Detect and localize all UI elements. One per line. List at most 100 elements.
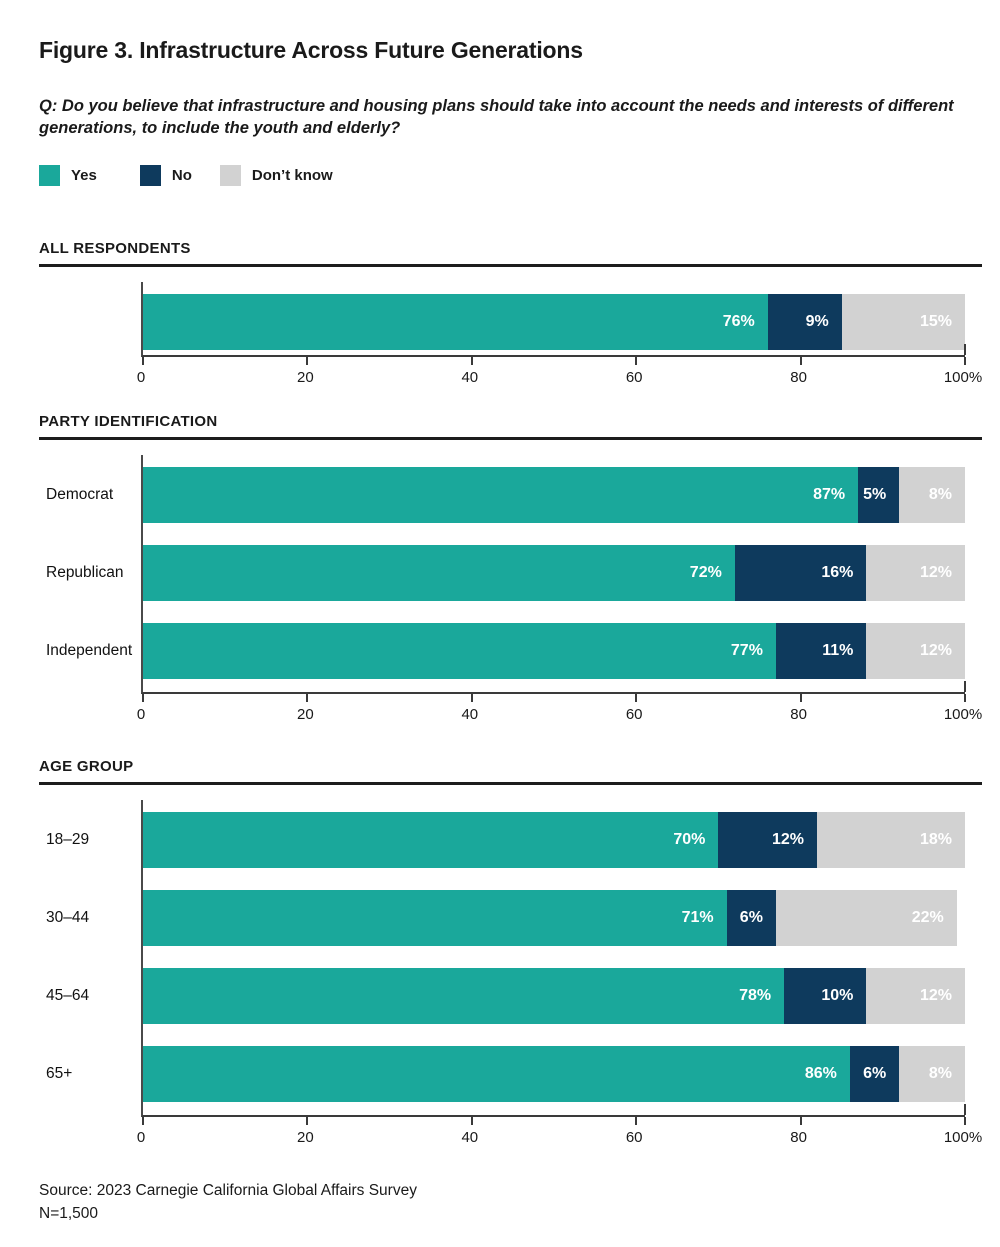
- section-header: ALL RESPONDENTS: [39, 240, 191, 257]
- bar-value-label: 12%: [771, 831, 805, 848]
- bar-row: 45–64 78% 10% 12%: [46, 968, 965, 1024]
- category-label: 30–44: [46, 909, 90, 926]
- bar-segment-yes: 77%: [143, 623, 776, 679]
- axis-tick-label: 80: [790, 706, 807, 723]
- axis-tick-label: 100%: [943, 1129, 983, 1146]
- section-rule: [39, 782, 982, 785]
- legend-item: Yes: [39, 165, 97, 186]
- axis-tick: [799, 694, 802, 702]
- bar-segment-no: 12%: [718, 812, 818, 868]
- legend-item: No: [139, 165, 192, 186]
- section-header: AGE GROUP: [39, 758, 134, 775]
- bar-segment-no: 5%: [858, 467, 900, 523]
- axis-tick: [142, 357, 144, 365]
- bar-value-label: 22%: [911, 909, 944, 926]
- bar-segment-dont-know: 12%: [866, 623, 965, 679]
- bar-segment-dont-know: 8%: [899, 467, 965, 523]
- x-axis-labels: 0 20 40 60 80 100%: [137, 706, 982, 726]
- survey-question-line-1: Q: Do you believe that infrastructure an…: [39, 97, 954, 115]
- bar-value-label: 12%: [919, 642, 952, 659]
- bar-row: Independent 77% 11% 12%: [46, 623, 965, 679]
- axis-tick: [964, 1117, 966, 1125]
- axis-end-tick: [964, 344, 966, 355]
- axis-tick-label: 40: [461, 1129, 479, 1146]
- axis-tick: [635, 357, 638, 365]
- section-rule: [39, 264, 982, 267]
- bar-segment-no: 10%: [784, 968, 867, 1024]
- bar-value-label: 70%: [673, 831, 706, 848]
- category-label: Democrat: [46, 486, 114, 503]
- bar-row: 65+ 86% 6% 8%: [46, 1046, 965, 1102]
- plot-area: 76% 9% 15%: [141, 282, 966, 365]
- category-label: Independent: [46, 642, 133, 659]
- bar-segment-yes: 72%: [143, 545, 735, 601]
- axis-tick-label: 0: [136, 369, 146, 386]
- legend-label: No: [171, 167, 192, 184]
- bar-segment-yes: 78%: [143, 968, 785, 1024]
- bar-value-label: 16%: [821, 564, 854, 581]
- chart-all-respondents: 76% 9% 15% 0 20 40 60 80 100%: [39, 282, 982, 389]
- plot-area: Democrat 87% 5% 8% Republican 72% 16% 12% Indepe…: [46, 455, 966, 702]
- axis-tick: [799, 357, 802, 365]
- axis-tick-label: 20: [297, 1129, 314, 1146]
- axis-tick-label: 60: [625, 706, 643, 723]
- bar-segment-no: 6%: [726, 890, 776, 946]
- axis-tick-label: 40: [461, 706, 479, 723]
- bar-value-label: 6%: [863, 1065, 887, 1082]
- axis-tick: [306, 694, 309, 702]
- bar-value-label: 12%: [919, 564, 952, 581]
- bar-value-label: 5%: [863, 486, 887, 503]
- axis-tick-label: 60: [625, 1129, 643, 1146]
- axis-end-tick: [964, 1104, 966, 1115]
- section-party-identification: PARTY IDENTIFICATION Democrat 87% 5% 8% Repu…: [39, 413, 982, 726]
- bar-value-label: 87%: [813, 486, 846, 503]
- bar-segment-dont-know: 22%: [775, 890, 957, 946]
- bar-value-label: 9%: [805, 313, 829, 330]
- section-rule: [39, 437, 982, 440]
- bar-row: 76% 9% 15%: [143, 294, 965, 350]
- bar-segment-yes: 71%: [143, 890, 727, 946]
- bar-value-label: 86%: [804, 1065, 837, 1082]
- legend-label: Yes: [71, 167, 97, 184]
- figure-title: Figure 3. Infrastructure Across Future G…: [39, 37, 583, 63]
- source-note: Source: 2023 Carnegie California Global …: [39, 1179, 982, 1225]
- bar-value-label: 12%: [919, 987, 952, 1004]
- axis-tick-label: 100%: [943, 706, 983, 723]
- bar-value-label: 6%: [739, 909, 763, 926]
- survey-question-line-2: generations, to include the youth and el…: [39, 119, 401, 137]
- bar-segment-dont-know: 15%: [841, 294, 965, 350]
- sample-size: N=1,500: [39, 1205, 99, 1222]
- legend-swatch: [39, 165, 60, 186]
- bar-value-label: 72%: [689, 564, 722, 581]
- bar-value-label: 11%: [822, 642, 854, 659]
- x-axis-labels: 0 20 40 60 80 100%: [137, 1129, 982, 1149]
- axis-tick: [470, 694, 473, 702]
- bar-segment-no: 11%: [775, 623, 867, 679]
- legend: Yes No Don’t know: [39, 165, 982, 186]
- section-header: PARTY IDENTIFICATION: [39, 413, 218, 430]
- bar-value-label: 15%: [919, 313, 952, 330]
- axis-tick: [306, 1117, 309, 1125]
- axis-tick-label: 60: [625, 369, 643, 386]
- legend-item: Don’t know: [219, 165, 333, 186]
- axis-tick-label: 0: [136, 1129, 146, 1146]
- bar-segment-no: 16%: [734, 545, 867, 601]
- bar-segment-dont-know: 18%: [817, 812, 965, 868]
- axis-tick: [142, 1117, 144, 1125]
- category-label: 45–64: [46, 987, 90, 1004]
- bar-row: Democrat 87% 5% 8%: [46, 467, 965, 523]
- bar-value-label: 8%: [928, 486, 952, 503]
- source-line: Source: 2023 Carnegie California Global …: [39, 1182, 417, 1199]
- section-age-group: AGE GROUP 18–29 70% 12% 18% 30–44 71% 6% 22% 45–…: [39, 758, 982, 1149]
- axis-tick: [306, 357, 309, 365]
- axis-tick-label: 80: [790, 1129, 807, 1146]
- bar-value-label: 77%: [730, 642, 763, 659]
- bar-row: 30–44 71% 6% 22%: [46, 890, 965, 946]
- survey-question: Q: Do you believe that infrastructure an…: [39, 95, 982, 139]
- bar-segment-no: 9%: [767, 294, 842, 350]
- x-axis-labels: 0 20 40 60 80 100%: [137, 369, 982, 389]
- bar-value-label: 71%: [681, 909, 714, 926]
- axis-tick: [964, 357, 966, 365]
- axis-tick-label: 0: [136, 706, 146, 723]
